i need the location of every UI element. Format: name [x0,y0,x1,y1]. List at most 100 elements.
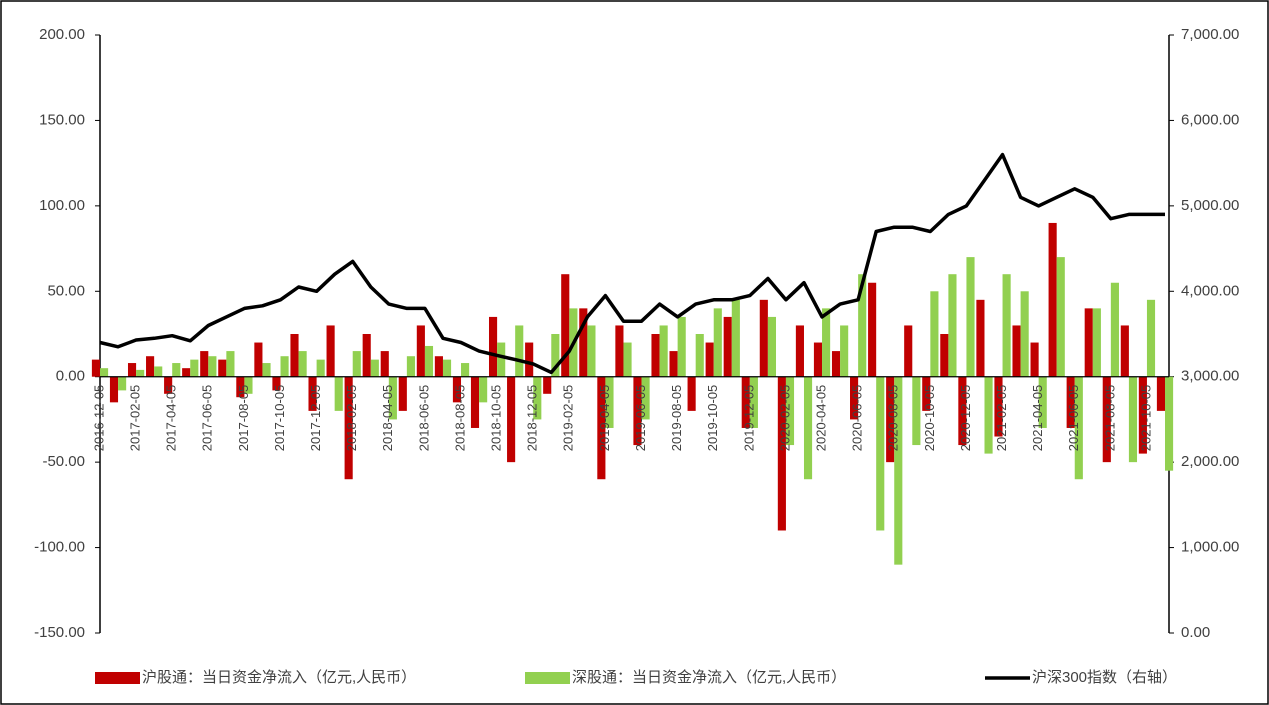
x-tick-label: 2021-04-05 [1030,385,1045,452]
x-tick-label: 2017-12-05 [308,385,323,452]
y2-tick-label: 6,000.00 [1181,111,1239,128]
bar [976,299,985,377]
bar [1092,308,1101,377]
bar [1084,308,1093,377]
bar [1066,376,1075,428]
bar [741,376,750,428]
bar [470,376,480,428]
legend-label: 沪深300指数（右轴） [1032,669,1177,686]
bar [488,316,498,377]
bar [749,376,758,428]
y-tick-label: 150.00 [39,111,85,128]
bar [254,342,263,377]
bar [91,359,100,377]
bar [1020,291,1029,377]
y2-tick-label: 4,000.00 [1181,282,1239,299]
bar [1146,299,1156,377]
bar [308,376,317,411]
bar [525,342,534,377]
bar [641,376,650,420]
bar [200,351,209,377]
bar [940,334,949,377]
bar [190,359,199,377]
y2-tick-label: 0.00 [1181,624,1210,641]
bar [894,376,903,565]
bar [966,257,975,377]
y-tick-label: -150.00 [34,624,85,641]
bar [1012,325,1021,377]
bar [759,299,768,377]
x-tick-label: 2018-10-05 [489,385,504,452]
y-tick-label: 200.00 [39,26,85,43]
bar [298,351,307,377]
bar [785,376,795,446]
x-tick-label: 2020-02-05 [777,385,792,452]
bar [958,376,967,446]
bar [100,368,109,377]
bar [136,369,145,377]
bar [334,376,343,411]
bar [1156,376,1165,411]
bar [515,325,524,377]
bar [1110,282,1119,377]
bar [930,291,939,377]
bar [326,325,335,377]
bar [886,376,895,463]
bar [109,376,119,403]
bar [984,376,993,454]
bar [182,368,191,377]
bar [633,376,642,446]
x-tick-label: 2019-02-05 [561,385,576,452]
y2-tick-label: 3,000.00 [1181,368,1239,385]
x-tick-label: 2018-04-05 [380,385,395,452]
bar [922,376,931,411]
bar [1165,376,1174,471]
bar [406,356,415,377]
bar [154,366,163,377]
bar [813,342,823,377]
bar [587,325,596,377]
bar [551,334,560,377]
bar [507,376,516,463]
bar [543,376,552,394]
bar [452,376,462,403]
bar [623,342,632,377]
bar [687,376,696,411]
legend-label: 沪股通：当日资金净流入（亿元,人民币） [142,669,416,686]
bar [280,356,289,377]
bar [669,351,678,377]
bar [651,334,660,377]
y-tick-label: 100.00 [39,197,85,214]
bar [533,376,542,420]
bar [561,274,570,377]
bar [398,376,407,411]
x-tick-label: 2019-04-05 [597,385,612,452]
bar [497,342,506,377]
bar [244,376,253,394]
bar [1128,376,1138,463]
x-tick-label: 2019-10-05 [705,385,720,452]
x-tick-label: 2018-12-05 [525,385,540,452]
bar [424,345,434,377]
bar [218,359,227,377]
bar [713,308,722,377]
x-tick-label: 2017-04-05 [164,385,179,452]
bar [1056,257,1065,377]
bar [579,308,588,377]
bar [1138,376,1147,454]
x-tick-label: 2020-08-05 [886,385,901,452]
bar [1030,342,1039,377]
bar [127,363,137,377]
bar [767,316,777,377]
bar [948,274,957,377]
x-tick-label: 2020-04-05 [813,385,828,452]
y2-tick-label: 1,000.00 [1181,539,1239,556]
x-tick-label: 2017-06-05 [200,385,215,452]
x-tick-label: 2017-02-05 [128,385,143,452]
bar [1038,376,1047,428]
bar [904,325,913,377]
y2-tick-label: 5,000.00 [1181,197,1239,214]
bar [605,376,614,428]
